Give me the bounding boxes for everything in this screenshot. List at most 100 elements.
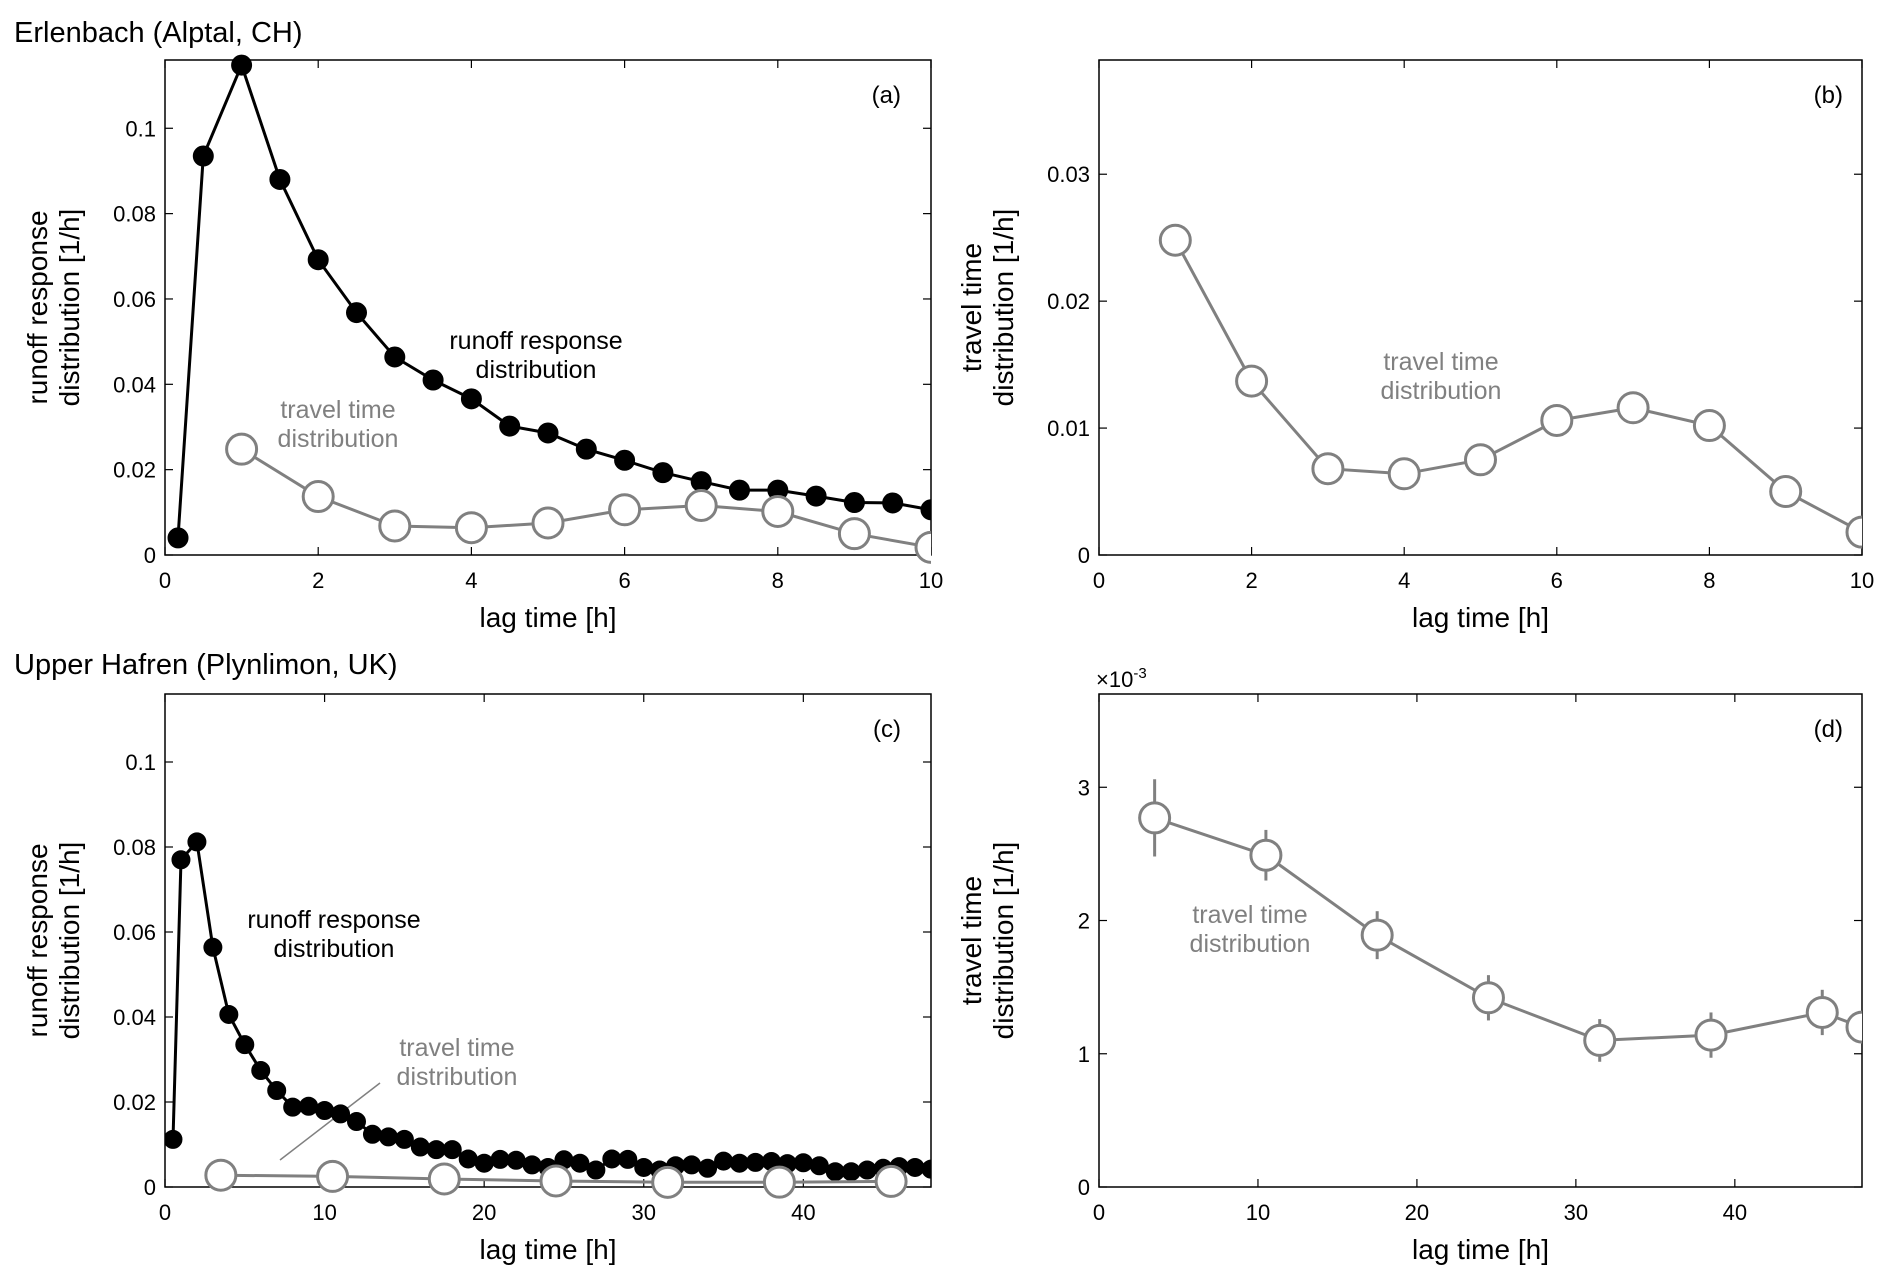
panel-c: (c) runoff response distribution travel … [22,693,932,1265]
data-point [301,480,335,514]
series-travel-b [1158,223,1862,549]
annotation-travel-a-line2: distribution [278,425,399,453]
x-tick-label-d: 40 [1723,1200,1747,1225]
data-point [460,388,482,410]
data-point [394,1129,414,1149]
data-point [1387,457,1421,491]
data-point [331,1104,351,1124]
data-point [614,449,636,471]
data-point [219,1004,239,1024]
y-tick-label-b: 0.03 [1047,162,1090,187]
x-tick-label-a: 4 [465,568,477,593]
data-point [490,1149,510,1169]
y-tick-label-b: 0.01 [1047,416,1090,441]
annotation-runoff-a-line1: runoff response [449,327,622,355]
y-axis-label-a: runoff response [22,210,53,404]
data-point [761,494,795,528]
y-axis-label-b: distribution [1/h] [988,209,1019,407]
panel-label-a: (a) [872,82,901,109]
annotation-travel-c-line1: travel time [399,1034,514,1062]
data-point [1845,1010,1862,1044]
data-point [378,509,412,543]
x-tick-label-a: 10 [919,568,943,593]
data-point [1360,918,1394,952]
data-point [454,511,488,545]
y-axis-label-d: travel time [956,876,987,1005]
x-tick-label-b: 2 [1245,568,1257,593]
data-point [225,432,259,466]
data-point [1845,515,1862,549]
x-tick-label-a: 2 [312,568,324,593]
annotation-travel-a-line1: travel time [280,396,395,424]
data-point [362,1124,382,1144]
data-point [204,1158,238,1192]
data-point [1583,1023,1617,1057]
data-point [537,422,559,444]
data-point [682,1155,702,1175]
data-point [762,1165,796,1199]
data-point [283,1097,303,1117]
section-title-bottom: Upper Hafren (Plynlimon, UK) [14,649,398,681]
data-point [714,1151,734,1171]
data-point [652,462,674,484]
data-point [690,471,712,493]
data-point [1235,364,1269,398]
data-point [539,1164,573,1198]
series-line [240,447,931,549]
x-axis-label-c: lag time [h] [480,1234,617,1265]
data-point [427,1162,461,1196]
data-point [729,479,750,501]
panel-d: (d) travel time distribution ×10-3 0 10 20… [956,665,1863,1265]
data-point [634,1157,654,1177]
data-point [499,415,521,437]
y-tick-label-c: 0.06 [113,920,156,945]
x-tick-label-b: 0 [1093,568,1105,593]
x-tick-label-c: 40 [791,1200,815,1225]
x-tick-label-b: 10 [1850,568,1874,593]
y-tick-label-d: 2 [1078,909,1090,934]
y-tick-label-b: 0 [1078,543,1090,568]
data-point [914,530,931,564]
data-point [1138,801,1172,835]
data-point [267,1081,287,1101]
y-tick-label-c: 0.04 [113,1005,156,1030]
y-tick-label-a: 0.04 [113,372,156,397]
plot-frame-b [1098,59,1863,556]
series-runoff-c [165,832,931,1182]
data-point [793,1153,813,1173]
data-point [299,1096,319,1116]
y-tick-label-a: 0 [144,543,156,568]
y-tick-label-c: 0.1 [125,750,156,775]
x-axis-label-a: lag time [h] [480,602,617,633]
data-point [458,1149,478,1169]
data-point [251,1061,271,1081]
x-tick-label-d: 20 [1405,1200,1429,1225]
data-point [805,485,827,507]
x-axis-label-b: lag time [h] [1412,602,1549,633]
y-tick-label-b: 0.02 [1047,289,1090,314]
annotation-travel-d-line2: distribution [1190,930,1311,958]
series-travel-d [1138,779,1862,1062]
data-point [586,1160,606,1180]
x-tick-label-a: 0 [159,568,171,593]
x-tick-label-d: 10 [1246,1200,1270,1225]
x-tick-label-c: 10 [312,1200,336,1225]
data-point [167,527,189,549]
x-tick-label-a: 6 [618,568,630,593]
data-point [203,937,223,957]
panel-label-c: (c) [873,716,901,743]
data-point [1805,995,1839,1029]
data-point [315,1101,335,1120]
data-point [921,1159,931,1179]
y-tick-label-d: 0 [1078,1175,1090,1200]
plot-frame-d [1098,693,1863,1188]
y-axis-label-b: travel time [956,243,987,372]
data-point [608,493,642,527]
series-line [171,838,931,1174]
data-point [426,1140,446,1160]
data-point [857,1160,877,1180]
annotation-runoff-c-line1: runoff response [247,906,420,934]
y-tick-label-a: 0.06 [113,287,156,312]
section-title-top: Erlenbach (Alptal, CH) [14,17,303,49]
